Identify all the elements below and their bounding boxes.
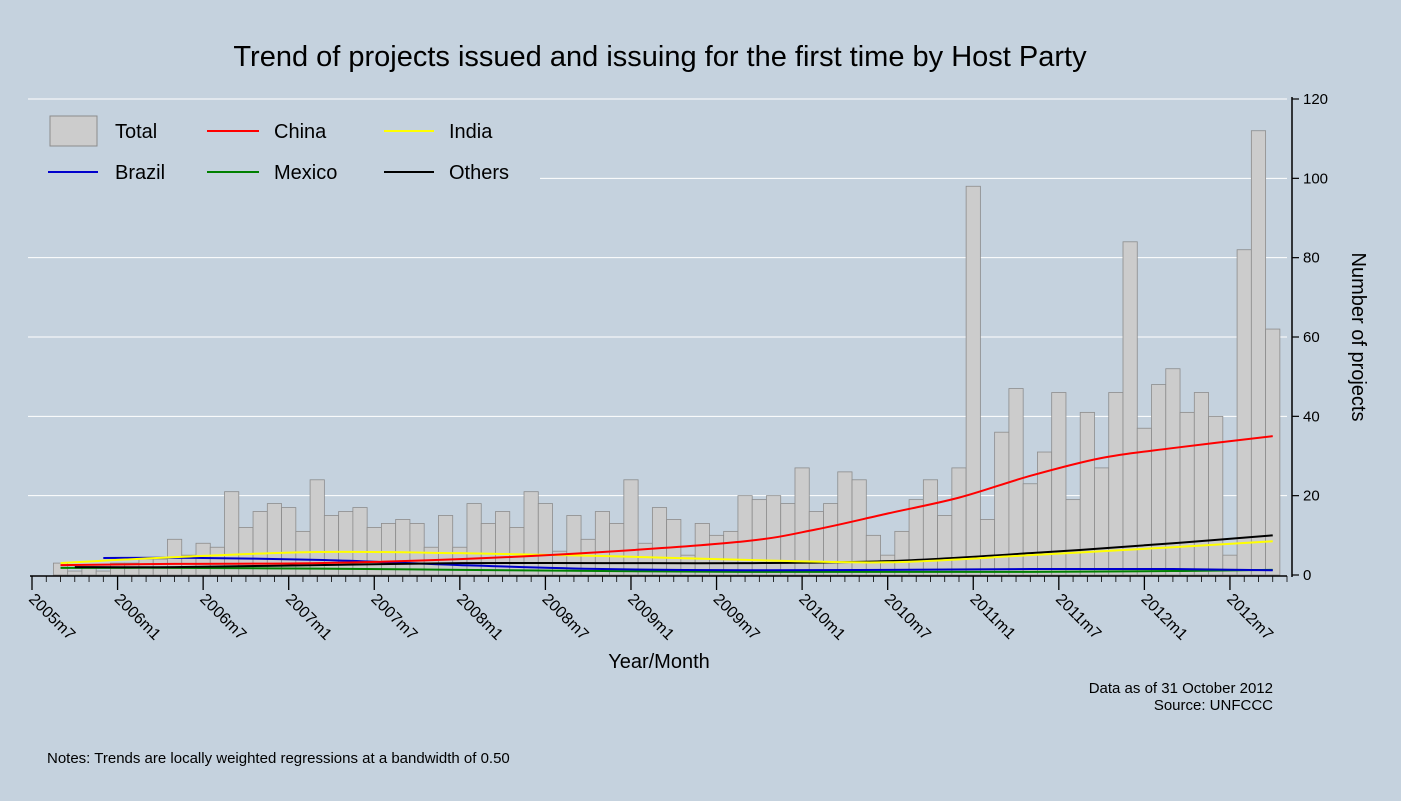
bar (1265, 328, 1281, 576)
bar (395, 519, 411, 576)
bar (1179, 411, 1195, 576)
bar (537, 503, 553, 576)
trend-line-china (60, 435, 1273, 567)
trend-line-mexico (60, 566, 1273, 573)
y-tick-label: 100 (1303, 170, 1328, 187)
bar (979, 519, 996, 576)
bar (1051, 392, 1067, 576)
source-note: Source: UNFCCC (1154, 697, 1273, 714)
y-tick-label: 0 (1303, 567, 1311, 584)
bar (823, 503, 839, 576)
bar (894, 530, 910, 576)
legend-background (28, 102, 540, 194)
bar (1094, 467, 1110, 576)
y-tick-label: 20 (1303, 488, 1320, 505)
bar (651, 507, 668, 576)
bar (67, 570, 83, 576)
bar (1208, 415, 1224, 576)
x-tick-label: 2007m7 (367, 591, 420, 644)
bar (908, 499, 924, 576)
trend-line-india (60, 540, 1273, 565)
bar (723, 530, 739, 576)
bar (609, 523, 625, 576)
legend-label-mexico: Mexico (274, 162, 337, 184)
bar (1236, 249, 1252, 576)
legend: Total China India Brazil Mexico Others (28, 102, 540, 194)
trend-line-layer (60, 435, 1273, 573)
x-tick-label: 2009m7 (710, 591, 763, 644)
bar (851, 479, 867, 576)
bar (466, 503, 482, 576)
bar (438, 515, 454, 576)
x-tick-label: 2009m1 (624, 591, 677, 644)
x-tick-label: 2012m1 (1138, 591, 1191, 644)
legend-label-total: Total (115, 121, 157, 143)
bar (994, 431, 1010, 576)
y-tick-label: 60 (1303, 329, 1320, 346)
x-tick-label: 2008m1 (453, 591, 506, 644)
x-tick-label: 2006m7 (196, 591, 249, 644)
bar (566, 515, 582, 576)
bar (1250, 130, 1267, 576)
chart-title: Trend of projects issued and issuing for… (233, 41, 1087, 73)
trend-line-others (74, 534, 1273, 569)
x-tick-label: 2006m1 (111, 591, 164, 644)
trend-line-brazil (103, 556, 1273, 572)
bar (323, 515, 340, 576)
bar (409, 523, 425, 576)
bar (1122, 241, 1138, 576)
x-tick-label: 2005m7 (25, 591, 78, 644)
bar (209, 546, 225, 576)
x-tick-label: 2011m1 (966, 591, 1018, 643)
x-tick-label: 2008m7 (539, 591, 592, 644)
bar (381, 523, 397, 576)
bar (1065, 499, 1081, 576)
y-axis-title: Number of projects (1347, 253, 1369, 422)
bar (480, 523, 496, 576)
bar (1222, 554, 1238, 576)
bar (195, 542, 211, 576)
bar (709, 534, 725, 576)
bar (808, 511, 824, 576)
y-tick-label: 40 (1303, 408, 1320, 425)
bar (694, 523, 710, 576)
x-tick-label: 2007m1 (282, 591, 335, 644)
bar (224, 491, 240, 576)
bar (1151, 384, 1167, 576)
bar (594, 511, 610, 576)
bar (780, 503, 796, 576)
bar (95, 570, 111, 576)
y-tick-label: 80 (1303, 250, 1320, 267)
bar (623, 479, 639, 576)
x-tick-label: 2010m7 (881, 591, 934, 644)
x-tick-label: 2011m7 (1052, 591, 1104, 643)
bar (937, 515, 953, 576)
data-date-note: Data as of 31 October 2012 (1089, 680, 1273, 697)
legend-label-others: Others (449, 162, 509, 184)
legend-swatch-total (49, 115, 98, 147)
notes-text: Notes: Trends are locally weighted regre… (47, 750, 510, 767)
y-tick-label: 120 (1303, 91, 1328, 108)
bar (1022, 483, 1038, 576)
legend-label-china: China (274, 121, 327, 143)
bar (965, 185, 981, 576)
x-tick-label: 2012m7 (1223, 591, 1276, 644)
legend-label-india: India (449, 121, 493, 143)
bar (1193, 392, 1209, 576)
x-tick-label: 2010m1 (795, 591, 848, 644)
bar-layer (52, 130, 1281, 576)
x-axis-title: Year/Month (608, 651, 710, 673)
bar (794, 467, 810, 576)
legend-label-brazil: Brazil (115, 162, 165, 184)
